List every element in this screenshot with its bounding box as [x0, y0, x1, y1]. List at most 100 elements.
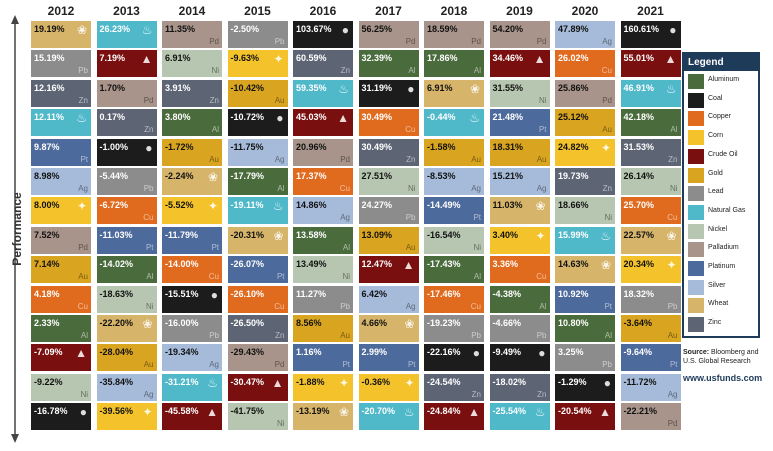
commodity-cell: -3.64% Au: [620, 315, 681, 342]
commodity-cell: -1.58% Au: [424, 138, 484, 166]
element-symbol: Zn: [275, 331, 285, 340]
element-symbol: Cu: [601, 66, 612, 76]
commodity-cell: 10.80% Al: [555, 315, 615, 342]
source-label: Source:: [683, 349, 710, 356]
commodity-cell: 20.34% ✦: [620, 256, 681, 284]
commodity-cell: -17.43% Al: [424, 256, 484, 284]
element-symbol: Al: [342, 242, 350, 252]
commodity-cell: -19.11% ♨: [227, 197, 288, 225]
commodity-cell: 10.92% Pt: [555, 285, 615, 313]
element-symbol: Cu: [667, 213, 678, 223]
return-value: -16.54%: [427, 229, 461, 240]
source-text: Bloomberg and U.S. Global Research: [683, 349, 759, 365]
legend-swatch: [688, 186, 704, 202]
return-value: -41.75%: [230, 406, 265, 417]
commodity-cell: -18.63% Ni: [96, 285, 157, 313]
return-value: -11.75%: [230, 141, 264, 152]
wheat-icon: ❀: [207, 170, 218, 184]
return-value: 45.03%: [296, 112, 327, 123]
commodity-cell: -10.42% Au: [227, 79, 288, 107]
legend-label: Copper: [708, 113, 731, 121]
element-symbol: Zn: [406, 154, 416, 164]
return-value: -9.63%: [230, 53, 260, 64]
commodity-cell: -13.19% ❀: [293, 403, 353, 431]
return-value: -1.72%: [165, 141, 194, 152]
return-value: 7.14%: [34, 259, 60, 270]
commodity-cell: -8.53% Ag: [424, 168, 484, 195]
return-value: 12.16%: [34, 82, 65, 93]
wheat-icon: ❀: [600, 258, 611, 273]
element-symbol: Ni: [604, 213, 612, 223]
commodity-cell: 21.48% Pt: [489, 109, 550, 137]
commodity-cell: -16.00% Pb: [162, 315, 222, 342]
element-symbol: Zn: [471, 389, 481, 399]
return-value: 7.52%: [34, 229, 60, 240]
element-symbol: Ni: [538, 95, 547, 105]
legend-swatch: [688, 111, 704, 127]
legend-swatch: [688, 92, 704, 108]
crude-oil-icon: ▲: [402, 258, 415, 273]
legend-item: Lead: [688, 186, 758, 202]
return-value: -10.42%: [230, 82, 265, 93]
commodity-cell: -14.49% Pt: [424, 197, 484, 225]
commodity-cell: 4.18% Cu: [31, 285, 91, 313]
element-symbol: Al: [408, 66, 416, 76]
commodity-cell: 31.55% Ni: [489, 79, 550, 107]
legend-title: Legend: [684, 54, 758, 71]
element-symbol: Ag: [209, 360, 219, 370]
return-value: -19.34%: [165, 347, 199, 358]
commodity-cell: 11.03% ❀: [489, 197, 550, 225]
return-value: -20.70%: [361, 406, 396, 417]
return-value: -2.24%: [165, 171, 194, 181]
return-value: 25.86%: [558, 82, 589, 93]
return-value: -11.72%: [623, 376, 657, 387]
natural-gas-icon: ♨: [76, 111, 87, 126]
return-value: 17.37%: [296, 171, 327, 181]
return-value: 9.87%: [34, 141, 60, 152]
natural-gas-icon: ♨: [207, 375, 218, 390]
wheat-icon: ❀: [142, 317, 153, 331]
commodity-cell: -4.38% Al: [489, 285, 550, 313]
return-value: 0.17%: [99, 112, 126, 123]
return-value: 4.18%: [34, 288, 60, 299]
commodity-cell: 42.18% Al: [620, 109, 681, 137]
coal-icon: ●: [145, 140, 153, 155]
element-symbol: Al: [604, 331, 612, 340]
commodity-cell: -14.02% Al: [96, 256, 157, 284]
return-value: -17.43%: [427, 259, 461, 270]
return-value: 10.92%: [558, 288, 589, 299]
legend-label: Zinc: [708, 319, 722, 327]
corn-icon: ✦: [338, 375, 349, 390]
commodity-cell: -22.16% ●: [424, 344, 484, 372]
commodity-cell: -1.29% ●: [555, 373, 615, 401]
commodity-cell: 20.96% Pd: [293, 138, 353, 166]
year-header: 2019: [506, 4, 533, 18]
element-symbol: Pd: [209, 37, 219, 46]
element-symbol: Pd: [536, 37, 547, 46]
website-link[interactable]: www.usfunds.com: [683, 373, 763, 383]
element-symbol: Al: [277, 184, 285, 193]
commodity-cell: 24.82% ✦: [555, 138, 615, 166]
return-value: 18.32%: [623, 288, 655, 299]
return-value: 15.99%: [558, 229, 589, 240]
element-symbol: Pt: [342, 360, 350, 370]
legend-swatch: [688, 261, 704, 276]
legend-swatch: [688, 242, 704, 258]
coal-icon: ●: [210, 287, 218, 302]
return-value: 56.25%: [361, 24, 393, 34]
return-value: 7.19%: [99, 53, 126, 64]
commodity-cell: 3.91% Zn: [162, 79, 222, 107]
commodity-cell: 22.57% ❀: [620, 226, 681, 254]
return-value: -20.31%: [230, 229, 265, 240]
commodity-cell: -17.79% Al: [227, 168, 288, 195]
commodity-cell: -4.66% Pb: [489, 315, 550, 342]
return-value: -8.53%: [427, 171, 456, 181]
commodity-cell: 3.25% Pb: [555, 344, 615, 372]
source-note: Source: Bloomberg and U.S. Global Resear…: [683, 348, 771, 366]
return-value: 3.40%: [492, 229, 519, 240]
year-header: 2014: [178, 4, 206, 18]
commodity-cell: -41.75% Ni: [227, 403, 288, 431]
crude-oil-icon: ▲: [468, 405, 480, 420]
commodity-cell: -20.54% ▲: [555, 403, 615, 431]
element-symbol: Pd: [78, 242, 88, 252]
